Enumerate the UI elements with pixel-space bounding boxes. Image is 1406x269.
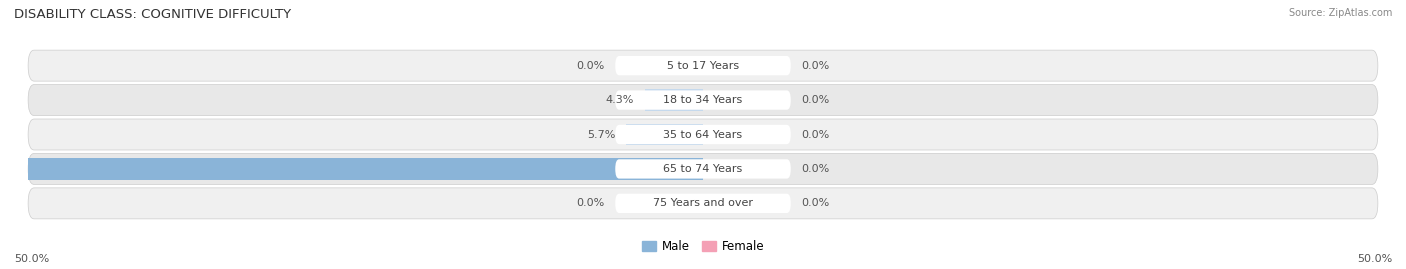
Text: 0.0%: 0.0% bbox=[801, 129, 830, 140]
Text: Source: ZipAtlas.com: Source: ZipAtlas.com bbox=[1288, 8, 1392, 18]
Text: 0.0%: 0.0% bbox=[801, 164, 830, 174]
Legend: Male, Female: Male, Female bbox=[637, 235, 769, 258]
Text: 18 to 34 Years: 18 to 34 Years bbox=[664, 95, 742, 105]
FancyBboxPatch shape bbox=[616, 194, 790, 213]
Text: DISABILITY CLASS: COGNITIVE DIFFICULTY: DISABILITY CLASS: COGNITIVE DIFFICULTY bbox=[14, 8, 291, 21]
Text: 0.0%: 0.0% bbox=[576, 198, 605, 208]
Text: 50.0%: 50.0% bbox=[1357, 254, 1392, 264]
FancyBboxPatch shape bbox=[28, 153, 1378, 185]
Text: 0.0%: 0.0% bbox=[576, 61, 605, 71]
Text: 4.3%: 4.3% bbox=[606, 95, 634, 105]
FancyBboxPatch shape bbox=[616, 125, 790, 144]
Text: 5 to 17 Years: 5 to 17 Years bbox=[666, 61, 740, 71]
Text: 0.0%: 0.0% bbox=[801, 61, 830, 71]
Text: 5.7%: 5.7% bbox=[586, 129, 616, 140]
FancyBboxPatch shape bbox=[28, 119, 1378, 150]
FancyBboxPatch shape bbox=[28, 84, 1378, 116]
FancyBboxPatch shape bbox=[28, 50, 1378, 81]
Bar bbox=[626, 124, 703, 145]
Text: 50.0%: 50.0% bbox=[0, 164, 17, 174]
Text: 0.0%: 0.0% bbox=[801, 95, 830, 105]
FancyBboxPatch shape bbox=[616, 90, 790, 110]
Text: 65 to 74 Years: 65 to 74 Years bbox=[664, 164, 742, 174]
Text: 50.0%: 50.0% bbox=[14, 254, 49, 264]
FancyBboxPatch shape bbox=[616, 159, 790, 179]
Text: 35 to 64 Years: 35 to 64 Years bbox=[664, 129, 742, 140]
Bar bbox=[645, 89, 703, 111]
Text: 0.0%: 0.0% bbox=[801, 198, 830, 208]
FancyBboxPatch shape bbox=[28, 188, 1378, 219]
FancyBboxPatch shape bbox=[616, 56, 790, 75]
Bar bbox=[28, 158, 703, 180]
Text: 75 Years and over: 75 Years and over bbox=[652, 198, 754, 208]
